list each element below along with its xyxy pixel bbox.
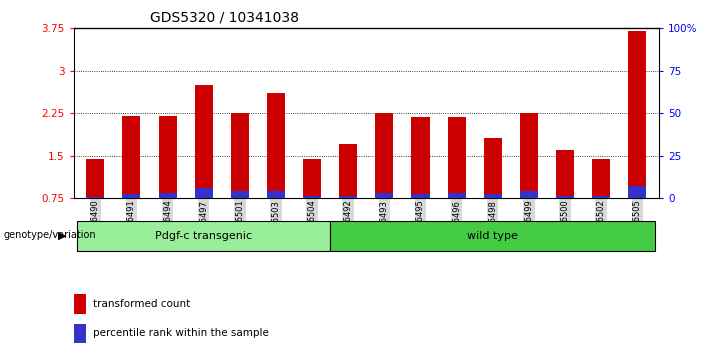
Bar [484,138,502,198]
Bar [556,196,574,198]
Bar [123,194,140,198]
Bar [628,31,646,198]
Bar [592,196,610,198]
Bar [74,324,86,343]
Bar [330,221,655,251]
Bar [195,85,212,198]
Bar [447,193,465,198]
Bar [447,117,465,198]
Bar [411,194,430,198]
Text: ▶: ▶ [58,230,67,240]
Bar [556,150,574,198]
Text: genotype/variation: genotype/variation [4,230,96,240]
Text: transformed count: transformed count [93,299,190,309]
Bar [123,116,140,198]
Bar [158,116,177,198]
Bar [628,186,646,198]
Text: Pdgf-c transgenic: Pdgf-c transgenic [155,231,252,241]
Bar [267,93,285,198]
Bar [375,113,393,198]
Bar [86,159,104,198]
Bar [158,193,177,198]
Bar [520,113,538,198]
Bar [231,192,249,198]
Bar [339,196,358,198]
Bar [592,159,610,198]
Bar [74,295,86,314]
Bar [484,194,502,198]
Bar [86,197,104,198]
Text: percentile rank within the sample: percentile rank within the sample [93,328,268,338]
Bar [520,192,538,198]
Bar [303,159,321,198]
Bar [411,117,430,198]
Bar [303,196,321,198]
Bar [231,113,249,198]
Bar [375,193,393,198]
Bar [195,188,212,198]
Bar [77,221,330,251]
Text: wild type: wild type [468,231,518,241]
Text: GDS5320 / 10341038: GDS5320 / 10341038 [150,11,299,25]
Bar [267,192,285,198]
Bar [339,144,358,198]
